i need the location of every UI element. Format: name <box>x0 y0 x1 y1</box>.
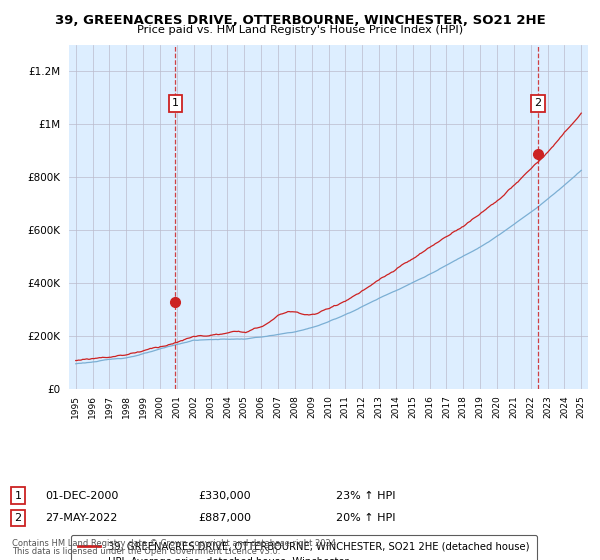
Text: Contains HM Land Registry data © Crown copyright and database right 2024.: Contains HM Land Registry data © Crown c… <box>12 539 338 548</box>
Text: £887,000: £887,000 <box>198 513 251 523</box>
Text: This data is licensed under the Open Government Licence v3.0.: This data is licensed under the Open Gov… <box>12 548 280 557</box>
Text: 1: 1 <box>172 99 179 108</box>
Text: 2: 2 <box>14 513 22 523</box>
Text: 01-DEC-2000: 01-DEC-2000 <box>45 491 118 501</box>
Text: 27-MAY-2022: 27-MAY-2022 <box>45 513 118 523</box>
Text: £330,000: £330,000 <box>198 491 251 501</box>
Text: 2: 2 <box>534 99 541 108</box>
Text: 20% ↑ HPI: 20% ↑ HPI <box>336 513 395 523</box>
Text: 39, GREENACRES DRIVE, OTTERBOURNE, WINCHESTER, SO21 2HE: 39, GREENACRES DRIVE, OTTERBOURNE, WINCH… <box>55 14 545 27</box>
Text: 23% ↑ HPI: 23% ↑ HPI <box>336 491 395 501</box>
Text: Price paid vs. HM Land Registry's House Price Index (HPI): Price paid vs. HM Land Registry's House … <box>137 25 463 35</box>
Legend: 39, GREENACRES DRIVE, OTTERBOURNE, WINCHESTER, SO21 2HE (detached house), HPI: A: 39, GREENACRES DRIVE, OTTERBOURNE, WINCH… <box>71 535 537 560</box>
Text: 1: 1 <box>14 491 22 501</box>
